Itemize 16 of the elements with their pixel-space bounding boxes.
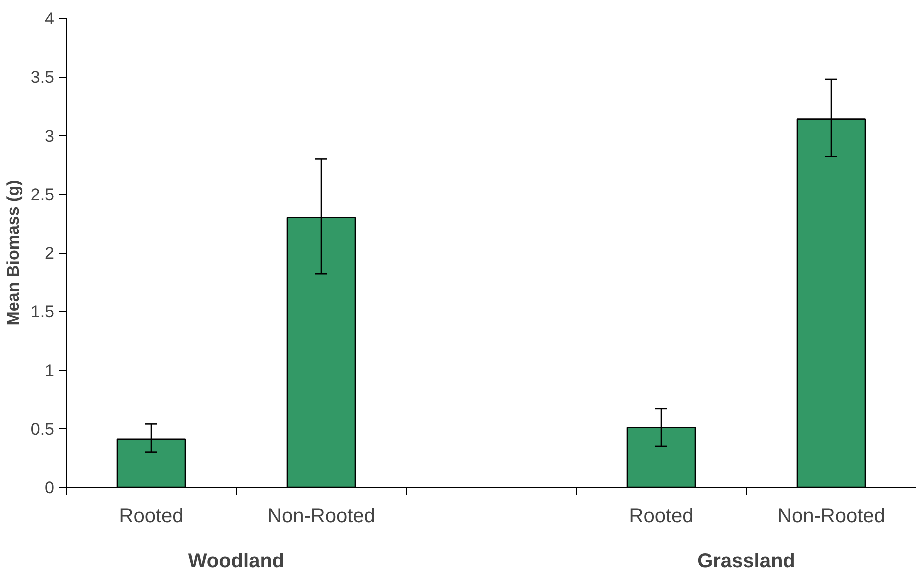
- y-tick-label: 3.5: [30, 68, 55, 88]
- x-tick-label: Rooted: [119, 506, 184, 528]
- text: Woodland: [188, 550, 285, 572]
- y-tick-label: 0: [45, 478, 55, 498]
- text: Grassland: [698, 550, 796, 572]
- y-tick-label: 4: [45, 10, 55, 28]
- x-tick-label: Non-Rooted: [778, 506, 886, 528]
- y-tick-label: 0.5: [30, 420, 55, 439]
- y-tick-label: 2: [45, 244, 55, 263]
- y-axis-title: Mean Biomass (g): [4, 180, 23, 326]
- x-tick-label: Non-Rooted: [268, 506, 376, 528]
- y-tick-label: 1.5: [30, 302, 55, 322]
- y-tick-label: 3: [45, 126, 55, 146]
- y-tick-label: 1: [45, 361, 55, 380]
- y-tick-label: 2.5: [30, 185, 55, 204]
- x-tick-label: Rooted: [629, 506, 694, 528]
